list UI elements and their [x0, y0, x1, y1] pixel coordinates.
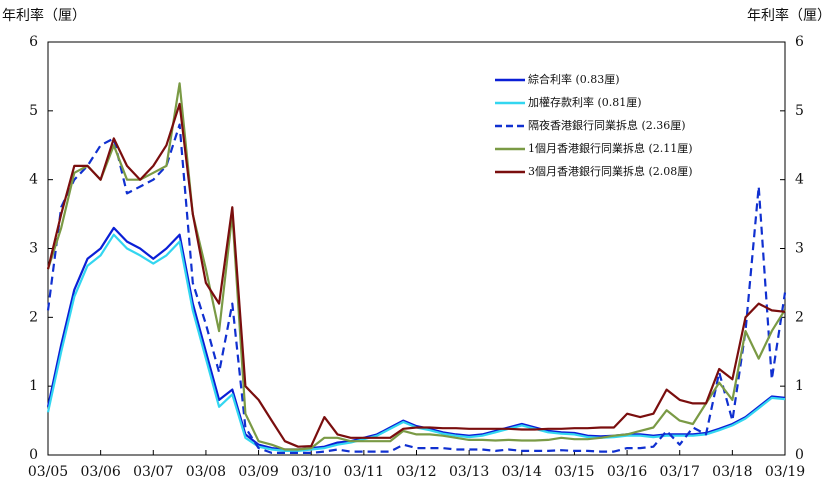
y2-tick-label: 0	[795, 447, 804, 463]
x-tick-label: 03/05	[28, 464, 68, 480]
x-tick-label: 03/15	[554, 464, 594, 480]
y-tick-label: 5	[29, 103, 38, 119]
x-tick-label: 03/13	[449, 464, 489, 480]
y2-tick-label: 5	[795, 103, 804, 119]
x-tick-label: 03/17	[660, 464, 700, 480]
y-tick-label: 6	[29, 34, 38, 50]
series-line	[46, 233, 786, 452]
x-tick-label: 03/08	[186, 464, 226, 480]
y2-tick-label: 1	[795, 378, 804, 394]
series-line	[46, 82, 786, 451]
y2-tick-label: 3	[795, 241, 804, 257]
legend-label: 3個月香港銀行同業拆息 (2.08厘)	[528, 164, 693, 178]
plot-frame	[47, 41, 786, 456]
x-tick-label: 03/16	[607, 464, 647, 480]
y-axis-title: 年利率（厘）	[2, 7, 86, 24]
y-tick-label: 1	[29, 378, 38, 394]
series-line	[46, 123, 787, 454]
series-line	[46, 102, 786, 448]
y-tick-label: 2	[29, 309, 38, 325]
y2-tick-label: 6	[795, 34, 804, 50]
legend-label: 1個月香港銀行同業拆息 (2.11厘)	[528, 141, 693, 155]
y2-tick-label: 4	[795, 172, 804, 188]
legend-label: 隔夜香港銀行同業拆息 (2.36厘)	[528, 118, 686, 132]
x-tick-label: 03/12	[396, 464, 436, 480]
y-tick-label: 0	[29, 447, 38, 463]
legend-label: 綜合利率 (0.83厘)	[528, 72, 620, 86]
x-tick-label: 03/07	[133, 464, 173, 480]
legend-label: 加權存款利率 (0.81厘)	[528, 95, 642, 109]
x-tick-label: 03/14	[502, 464, 542, 480]
x-tick-label: 03/09	[238, 464, 278, 480]
x-tick-label: 03/19	[765, 464, 805, 480]
y-tick-label: 4	[29, 172, 38, 188]
y2-tick-label: 2	[795, 309, 804, 325]
y-tick-label: 3	[29, 241, 38, 257]
x-tick-label: 03/10	[291, 464, 331, 480]
y2-axis-title: 年利率（厘）	[747, 7, 831, 24]
x-tick-label: 03/11	[344, 464, 384, 480]
x-tick-label: 03/06	[80, 464, 120, 480]
x-tick-label: 03/18	[712, 464, 752, 480]
